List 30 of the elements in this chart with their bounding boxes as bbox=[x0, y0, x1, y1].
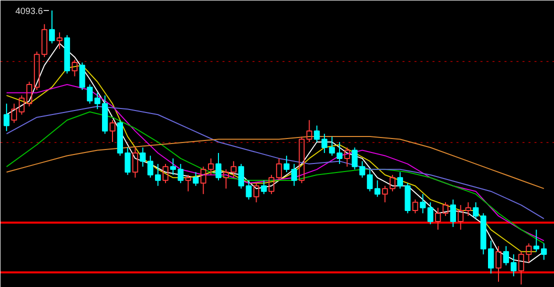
candlestick bbox=[170, 158, 176, 176]
candlestick bbox=[4, 103, 10, 132]
candlestick bbox=[132, 146, 138, 178]
candlestick bbox=[336, 142, 342, 164]
candlestick bbox=[11, 103, 18, 124]
candlestick bbox=[208, 158, 214, 176]
candlestick bbox=[374, 180, 380, 198]
candlestick bbox=[253, 182, 260, 203]
candlestick bbox=[140, 146, 146, 168]
candlestick bbox=[34, 51, 40, 90]
candlestick bbox=[366, 168, 373, 192]
candlestick bbox=[465, 202, 472, 216]
candlestick bbox=[458, 204, 464, 230]
annotation: 4093.6 bbox=[15, 6, 43, 16]
candlestick bbox=[200, 166, 206, 195]
candlestick bbox=[26, 81, 32, 107]
candlestick bbox=[518, 251, 524, 285]
candlestick bbox=[124, 146, 131, 176]
candlestick bbox=[49, 10, 55, 44]
candlestick bbox=[230, 160, 237, 178]
candlestick bbox=[216, 152, 222, 181]
candlestick bbox=[192, 172, 199, 186]
candlestick bbox=[94, 92, 100, 110]
candlestick bbox=[79, 62, 86, 90]
candlestick bbox=[102, 94, 108, 134]
candlestick bbox=[56, 32, 62, 50]
candlestick bbox=[110, 120, 116, 143]
candlestick bbox=[496, 246, 502, 282]
candlestick bbox=[291, 163, 298, 186]
candlestick bbox=[450, 199, 456, 228]
